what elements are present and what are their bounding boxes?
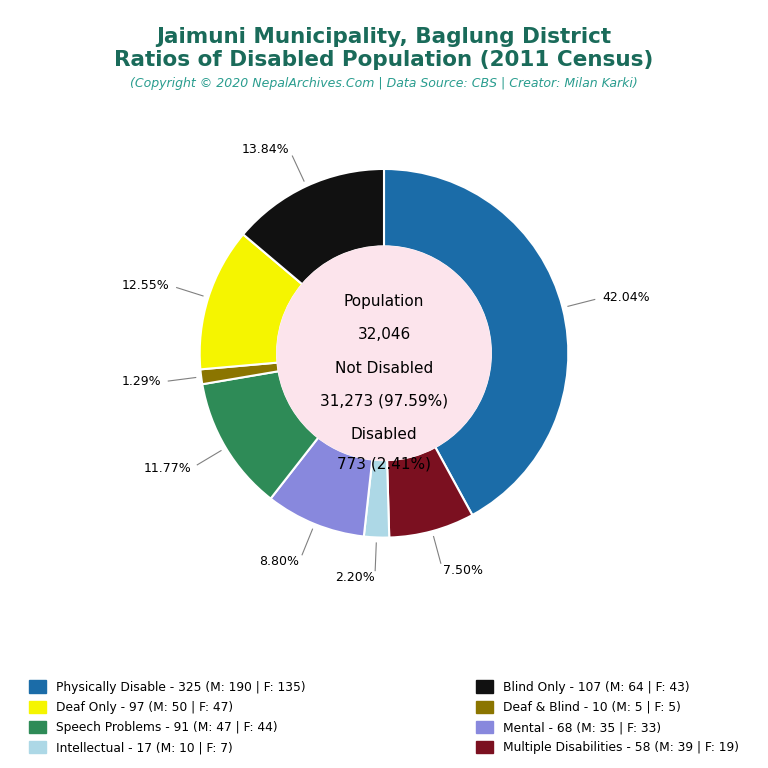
Legend: Physically Disable - 325 (M: 190 | F: 135), Deaf Only - 97 (M: 50 | F: 47), Spee: Physically Disable - 325 (M: 190 | F: 13… <box>29 680 306 754</box>
Text: 7.50%: 7.50% <box>442 564 483 577</box>
Text: 8.80%: 8.80% <box>260 555 300 568</box>
Text: Jaimuni Municipality, Baglung District: Jaimuni Municipality, Baglung District <box>157 27 611 47</box>
Text: 13.84%: 13.84% <box>242 143 290 156</box>
Text: Population: Population <box>344 294 424 310</box>
Text: (Copyright © 2020 NepalArchives.Com | Data Source: CBS | Creator: Milan Karki): (Copyright © 2020 NepalArchives.Com | Da… <box>130 77 638 90</box>
Wedge shape <box>243 169 384 284</box>
Wedge shape <box>387 447 472 538</box>
Text: 31,273 (97.59%): 31,273 (97.59%) <box>320 394 448 409</box>
Wedge shape <box>200 234 303 369</box>
Text: Ratios of Disabled Population (2011 Census): Ratios of Disabled Population (2011 Cens… <box>114 50 654 70</box>
Text: 32,046: 32,046 <box>357 327 411 343</box>
Text: Not Disabled: Not Disabled <box>335 360 433 376</box>
Text: 2.20%: 2.20% <box>335 571 375 584</box>
Text: 12.55%: 12.55% <box>122 279 170 292</box>
Wedge shape <box>384 169 568 515</box>
Circle shape <box>277 247 491 460</box>
Wedge shape <box>364 459 389 538</box>
Text: 773 (2.41%): 773 (2.41%) <box>337 456 431 472</box>
Text: 42.04%: 42.04% <box>602 291 650 304</box>
Text: 11.77%: 11.77% <box>143 462 191 475</box>
Text: 1.29%: 1.29% <box>121 376 161 389</box>
Wedge shape <box>200 362 279 384</box>
Wedge shape <box>270 438 372 537</box>
Legend: Blind Only - 107 (M: 64 | F: 43), Deaf & Blind - 10 (M: 5 | F: 5), Mental - 68 (: Blind Only - 107 (M: 64 | F: 43), Deaf &… <box>476 680 739 754</box>
Wedge shape <box>202 371 318 498</box>
Text: Disabled: Disabled <box>351 427 417 442</box>
